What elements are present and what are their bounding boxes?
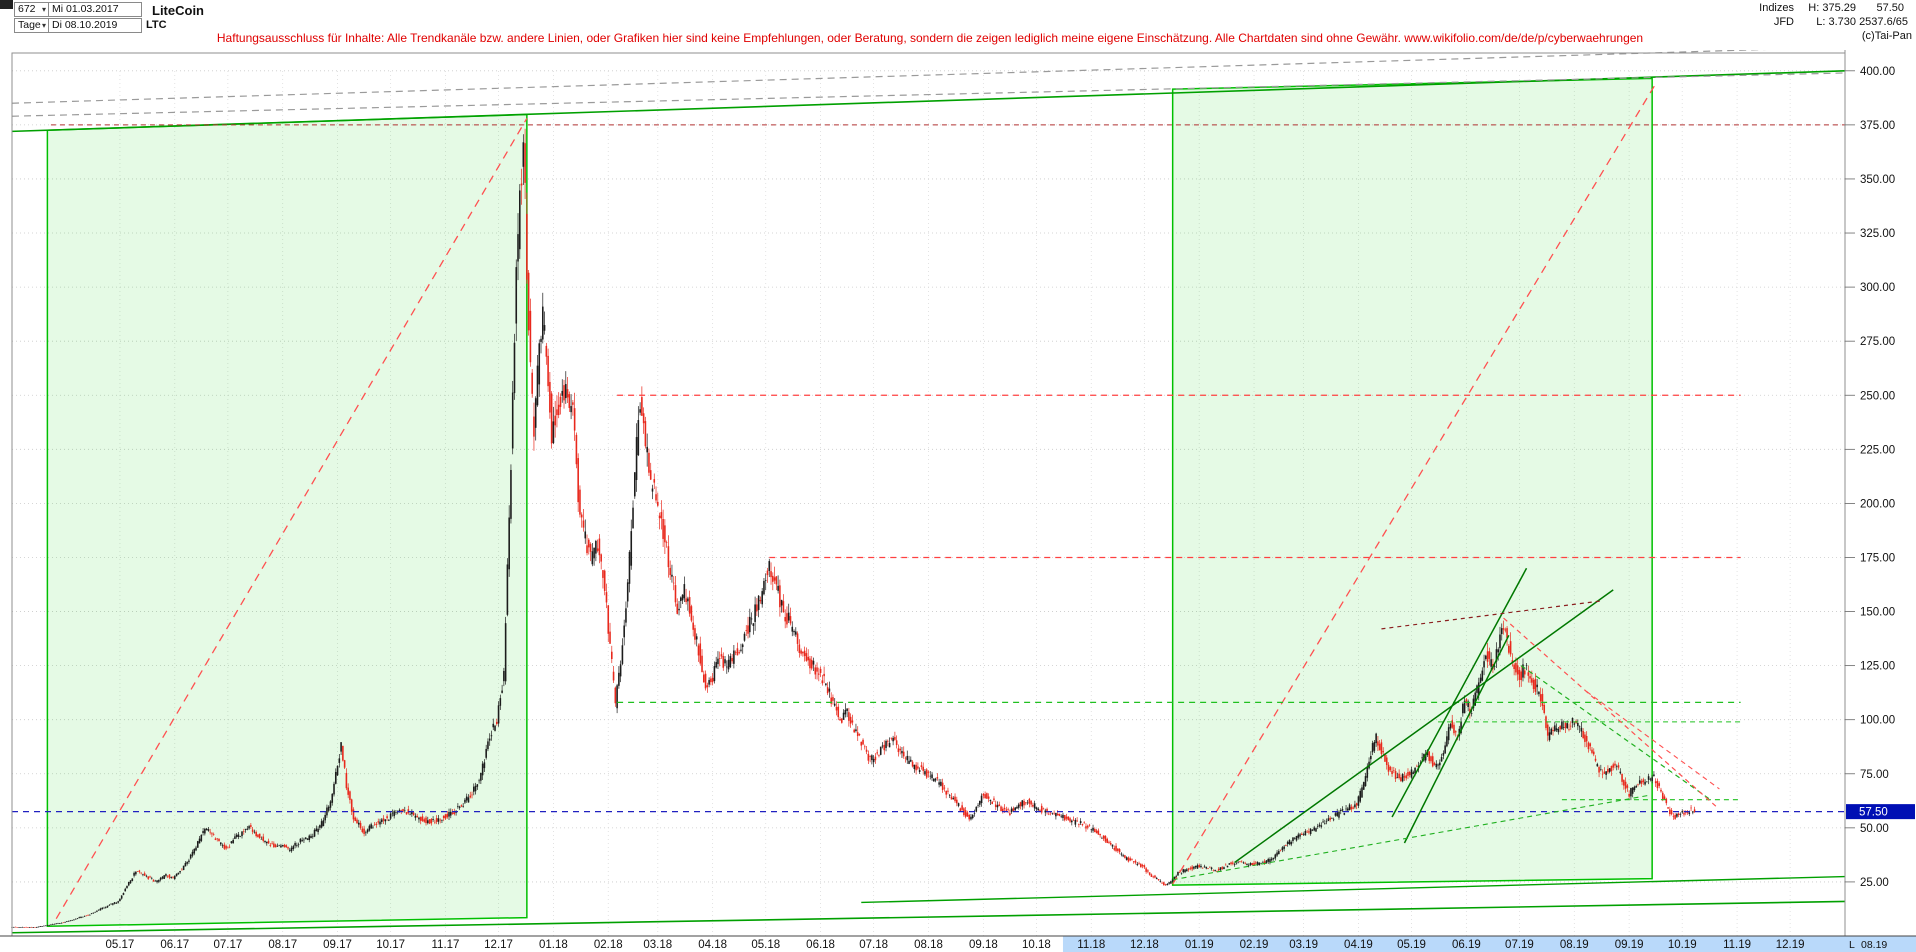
- y-axis-label: 225.00: [1860, 444, 1895, 456]
- index-group-label: Indizes: [1759, 2, 1794, 14]
- chevron-down-icon: ▾: [41, 21, 46, 30]
- axis-highlight-band[interactable]: [1062, 936, 1916, 952]
- y-axis-label: 125.00: [1860, 661, 1895, 673]
- x-axis-label: 03.19: [1289, 939, 1318, 951]
- x-axis-label: 07.19: [1505, 939, 1534, 951]
- y-axis-label: 50.00: [1860, 823, 1889, 835]
- x-axis-label: 02.18: [594, 939, 623, 951]
- chevron-down-icon: ▾: [41, 5, 46, 14]
- price-chart[interactable]: 400.00 375.00 350.00 325.00 300.00 275.00 250.…: [0, 50, 1916, 952]
- x-axis-label: 01.19: [1185, 939, 1214, 951]
- x-axis-label: 10.18: [1022, 939, 1051, 951]
- y-axis-label: 150.00: [1860, 607, 1895, 619]
- axes-layer: 400.00 375.00 350.00 325.00 300.00 275.00 250.…: [0, 50, 1916, 951]
- symbol-label: LTC: [146, 19, 167, 31]
- bars-count-dropdown[interactable]: 672 ▾: [14, 2, 50, 17]
- x-axis-label: 02.19: [1240, 939, 1269, 951]
- start-date-value: Mi 01.03.2017: [52, 3, 119, 15]
- end-date-box[interactable]: Di 08.10.2019: [48, 18, 142, 33]
- low-value: L: 3.730: [1816, 16, 1856, 28]
- last-price-value: 57.50: [1876, 2, 1904, 14]
- trend-channel-boxes: [46, 77, 1653, 928]
- x-axis-label: 11.19: [1723, 939, 1751, 951]
- start-date-box[interactable]: Mi 01.03.2017: [48, 2, 142, 17]
- x-axis-label: 08.17: [268, 939, 297, 951]
- period-value: Tage: [18, 19, 41, 31]
- x-axis-label: 04.19: [1344, 939, 1373, 951]
- x-axis-label: 10.19: [1668, 939, 1697, 951]
- copyright-label: (c)Tai-Pan: [1861, 30, 1912, 42]
- current-price-label: 57.50: [1859, 807, 1888, 819]
- x-axis-label: 06.17: [160, 939, 189, 951]
- y-axis-label: 250.00: [1860, 390, 1895, 402]
- y-axis-label: 350.00: [1860, 174, 1895, 186]
- x-axis-label: 09.18: [969, 939, 998, 951]
- disclaimer-text: Haftungsausschluss für Inhalte: Alle Tre…: [216, 31, 1644, 45]
- y-axis-label: 200.00: [1860, 498, 1895, 510]
- y-axis-label: 325.00: [1860, 228, 1895, 240]
- x-axis-label: 06.19: [1452, 939, 1481, 951]
- x-axis-label: 04.18: [698, 939, 727, 951]
- x-axis-label: 07.18: [859, 939, 888, 951]
- chart-header: 672 ▾ Mi 01.03.2017 Tage ▾ Di 08.10.2019…: [0, 0, 1916, 51]
- x-axis-label: 05.17: [106, 939, 135, 951]
- bars-count-value: 672: [18, 3, 36, 15]
- x-axis-label: 08.19: [1560, 939, 1589, 951]
- y-axis-label: 400.00: [1860, 66, 1895, 78]
- window-corner-mark: [0, 0, 13, 9]
- provider-label: JFD: [1773, 16, 1794, 28]
- y-axis-label: 175.00: [1860, 552, 1895, 564]
- y-axis-label: 100.00: [1860, 715, 1895, 727]
- x-axis-label: 06.18: [806, 939, 835, 951]
- y-axis-label: 75.00: [1860, 769, 1889, 781]
- volume-value: 2537.6/65: [1859, 16, 1908, 28]
- x-axis-label: 11.17: [432, 939, 460, 951]
- x-axis-label: 05.19: [1397, 939, 1426, 951]
- x-axis-label: 10.17: [376, 939, 405, 951]
- y-axis-label: 300.00: [1860, 282, 1895, 294]
- period-dropdown[interactable]: Tage ▾: [14, 18, 50, 33]
- x-axis-label: 03.18: [643, 939, 672, 951]
- end-date-value: Di 08.10.2019: [52, 19, 118, 31]
- instrument-title: LiteCoin: [152, 3, 204, 18]
- axis-corner-date: 08.19: [1861, 939, 1887, 951]
- y-axis-label: 375.00: [1860, 120, 1895, 132]
- grid-layer: [12, 70, 1845, 936]
- x-axis-label: 12.19: [1776, 939, 1805, 951]
- axis-corner-label: L: [1849, 939, 1855, 951]
- x-axis-label: 05.18: [751, 939, 780, 951]
- candles-layer: [11, 128, 1696, 929]
- high-value: H: 375.29: [1808, 2, 1856, 14]
- x-axis-label: 09.17: [323, 939, 352, 951]
- trend-lines-layer: [11, 50, 1846, 934]
- x-axis-label: 12.17: [484, 939, 513, 951]
- x-axis-label: 12.18: [1130, 939, 1159, 951]
- y-axis-label: 275.00: [1860, 336, 1895, 348]
- y-axis-label: 25.00: [1860, 877, 1889, 889]
- current-price-marker: [1846, 804, 1915, 820]
- x-axis-label: 08.18: [914, 939, 943, 951]
- x-axis-label: 07.17: [213, 939, 242, 951]
- x-axis-label: 01.18: [539, 939, 568, 951]
- x-axis-label: 11.18: [1077, 939, 1105, 951]
- x-axis-label: 09.19: [1615, 939, 1644, 951]
